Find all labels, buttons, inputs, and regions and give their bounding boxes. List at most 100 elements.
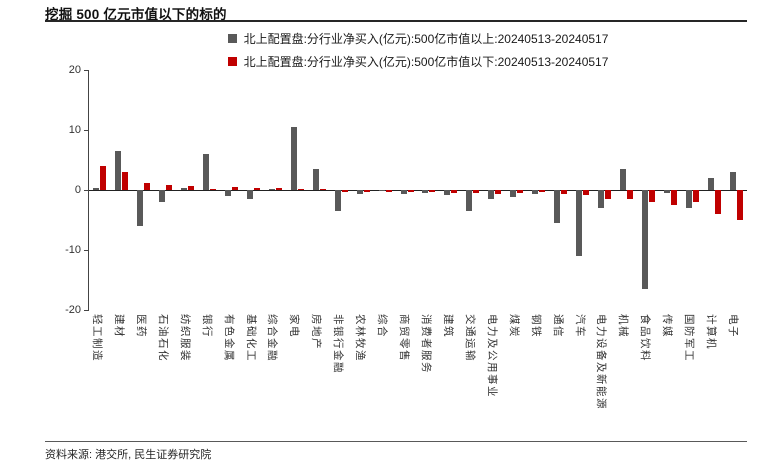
bar-above-500b (356, 190, 363, 194)
legend-label-below-500b: 北上配置盘:分行业净买入(亿元):500亿市值以下:20240513-20240… (243, 55, 609, 69)
bar-above-500b (663, 190, 670, 193)
bar-above-500b (488, 190, 495, 199)
x-axis-label: 煤炭 (507, 314, 520, 338)
bar-above-500b (247, 190, 253, 199)
bar-below-500b (254, 188, 260, 190)
x-axis-label: 传媒 (661, 314, 674, 338)
x-axis-label: 计算机 (705, 314, 718, 350)
bar-above-500b (466, 190, 473, 211)
bar-above-500b (729, 172, 736, 190)
bar-below-500b (122, 172, 129, 190)
x-axis-label: 消费者服务 (419, 314, 432, 374)
y-axis-tick (84, 249, 89, 251)
bar-below-500b (495, 190, 502, 194)
y-axis-label: 0 (74, 184, 81, 196)
x-axis-label: 建材 (112, 314, 125, 338)
bar-above-500b (422, 190, 429, 193)
bar-below-500b (385, 190, 392, 193)
bar-below-500b (100, 166, 107, 190)
bar-below-500b (648, 190, 655, 202)
bar-above-500b (707, 178, 714, 190)
x-axis-label: 电力及公用事业 (485, 314, 498, 398)
x-axis-label: 商贸零售 (398, 314, 411, 362)
x-axis-label: 基础化工 (244, 314, 257, 362)
x-axis-label: 房地产 (310, 314, 323, 350)
y-axis-tick (84, 129, 89, 131)
bar-above-500b (532, 190, 539, 194)
bar-below-500b (232, 187, 239, 190)
x-axis-label: 食品饮料 (639, 314, 652, 362)
bar-below-500b (604, 190, 611, 199)
bar-below-500b (670, 190, 677, 205)
bar-above-500b (685, 190, 692, 208)
bar-above-500b (268, 189, 275, 190)
x-axis-label: 国防军工 (683, 314, 696, 362)
bar-below-500b (451, 190, 458, 193)
bar-above-500b (378, 190, 385, 192)
legend-item-above-500b: 北上配置盘:分行业净买入(亿元):500亿市值以上:20240513-20240… (227, 30, 609, 47)
y-axis-tick (84, 189, 89, 191)
y-axis-tick (84, 69, 89, 71)
bar-below-500b (583, 190, 589, 195)
bar-below-500b (188, 186, 195, 190)
bar-below-500b (714, 190, 721, 214)
bar-below-500b (210, 188, 217, 190)
plot-area: 20 10 0 -10 -20 (65, 64, 747, 316)
x-axis-label: 汽车 (573, 314, 586, 338)
chart-legend: 北上配置盘:分行业净买入(亿元):500亿市值以上:20240513-20240… (88, 30, 748, 70)
bar-below-500b (407, 190, 414, 193)
title-divider (45, 20, 747, 22)
x-axis-label: 纺织服装 (178, 314, 191, 362)
source-text: 资料来源: 港交所, 民生证券研究院 (45, 449, 212, 461)
bar-below-500b (626, 190, 633, 199)
legend-label-above-500b: 北上配置盘:分行业净买入(亿元):500亿市值以上:20240513-20240… (243, 32, 609, 46)
bar-above-500b (641, 190, 648, 289)
x-axis-label: 医药 (134, 314, 147, 338)
figure-title: 挖掘 500 亿元市值以下的标的 (45, 7, 227, 22)
bar-above-500b (576, 190, 582, 256)
y-axis-tick (84, 309, 89, 311)
bar-above-500b (334, 190, 341, 211)
bar-below-500b (144, 182, 151, 190)
bar-above-500b (159, 190, 166, 202)
x-axis-label: 银行 (200, 314, 213, 338)
bar-below-500b (473, 190, 480, 193)
y-axis-label: 20 (68, 64, 81, 76)
bar-above-500b (619, 169, 626, 190)
bar-above-500b (225, 190, 232, 196)
x-axis-label: 非银行金融 (332, 314, 345, 374)
bar-above-500b (597, 190, 604, 208)
legend-swatch-gray-icon (227, 34, 237, 43)
x-axis-label: 通信 (551, 314, 564, 338)
y-axis-label: -20 (65, 304, 81, 316)
x-axis-label: 有色金属 (222, 314, 235, 362)
x-axis-label: 电力设备及新能源 (595, 314, 608, 410)
bar-below-500b (363, 190, 370, 192)
bar-above-500b (400, 190, 407, 194)
bar-below-500b (341, 190, 348, 192)
bar-above-500b (181, 188, 188, 190)
bar-above-500b (510, 190, 517, 198)
bar-above-500b (137, 190, 144, 226)
x-axis-label: 石油石化 (156, 314, 169, 362)
bar-below-500b (561, 190, 568, 194)
x-axis-label: 钢铁 (529, 314, 542, 338)
y-axis-label: -10 (65, 244, 81, 256)
bar-below-500b (429, 190, 436, 192)
x-axis-label: 农林牧渔 (354, 314, 367, 362)
footer-divider (45, 441, 747, 442)
x-axis-labels: 轻工制造 建材 医药 石油石化 纺织服装 银行 有色金属 基础化工 综合金融 家电 房地产 非银行金融… (88, 314, 746, 440)
legend-swatch-red-icon (227, 57, 237, 66)
x-axis-label: 家电 (288, 314, 301, 338)
y-axis-label: 10 (68, 124, 81, 136)
bar-above-500b (115, 151, 122, 190)
x-axis-label: 综合金融 (266, 314, 279, 362)
x-axis-label: 电子 (727, 314, 740, 338)
bar-above-500b (203, 154, 210, 190)
x-axis-label: 机械 (617, 314, 630, 338)
bar-above-500b (554, 190, 561, 223)
bar-below-500b (517, 190, 524, 193)
x-axis-label: 建筑 (441, 314, 454, 338)
bar-below-500b (166, 185, 173, 190)
